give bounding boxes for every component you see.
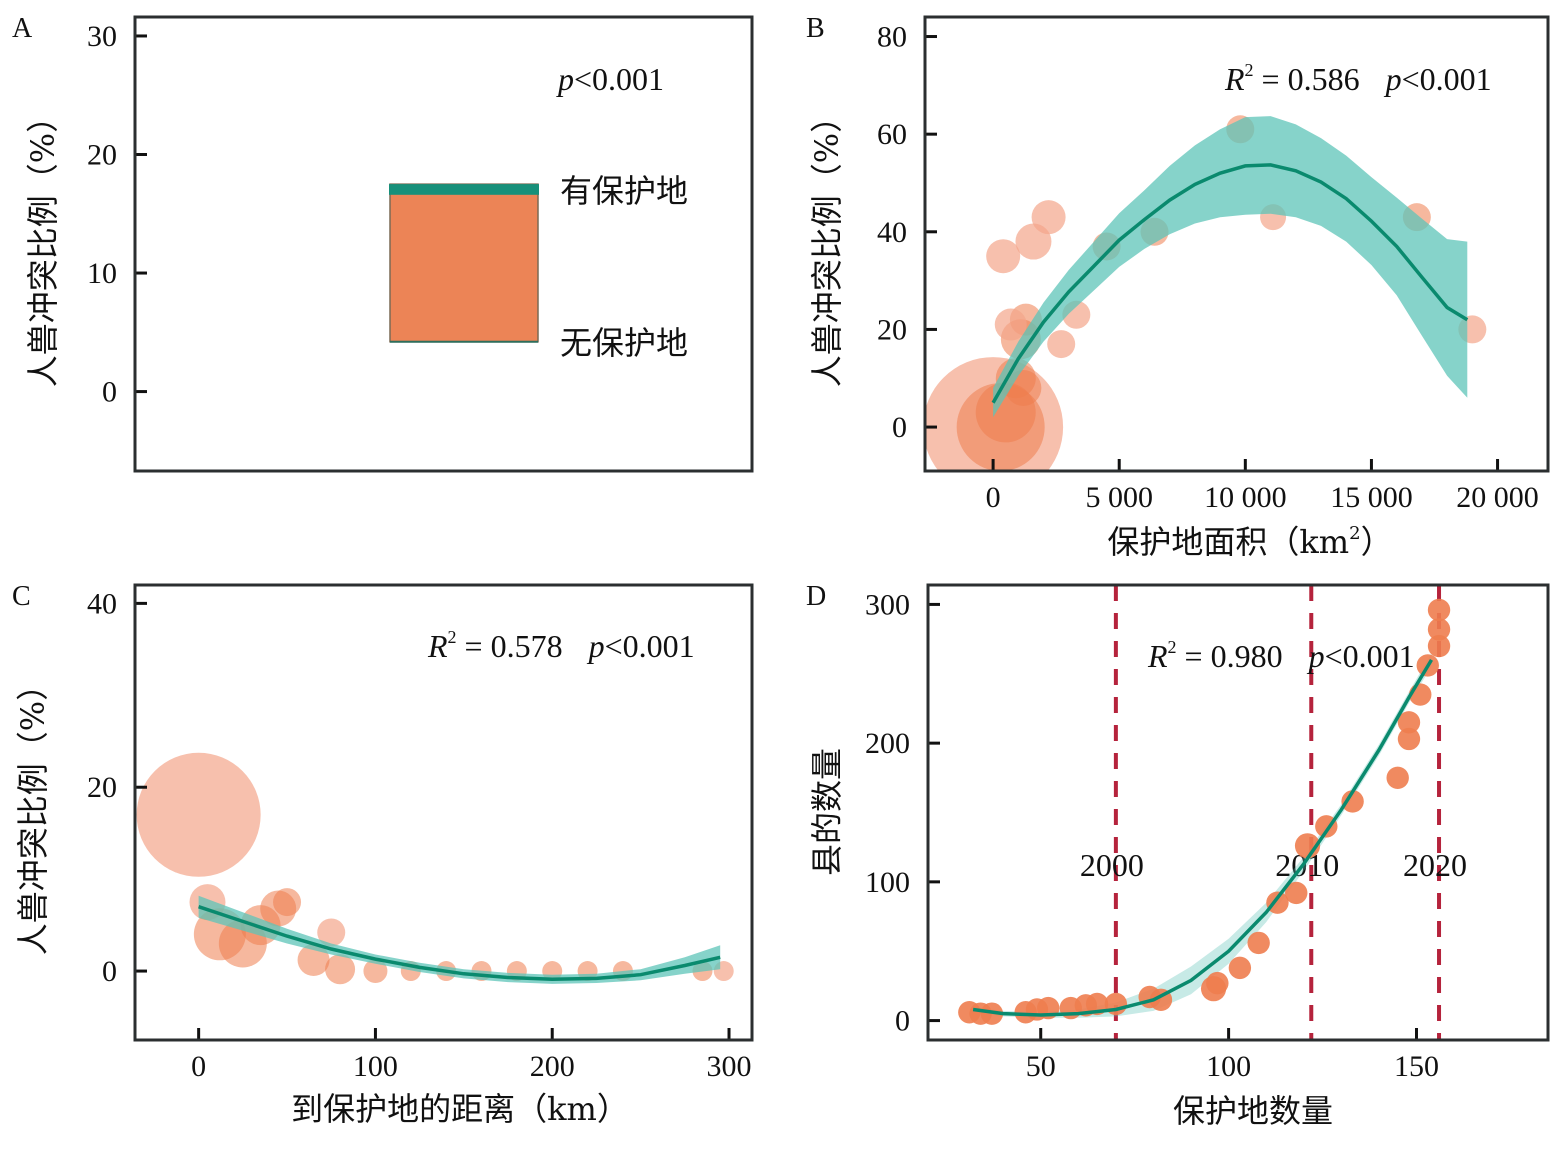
x-axis-label-d: 保护地数量 <box>1173 1092 1333 1130</box>
confidence-band-D <box>973 653 1432 1018</box>
data-point <box>1341 790 1364 813</box>
bar-protected-cap <box>389 184 539 195</box>
x-tick-label-b: 15 000 <box>1330 481 1413 514</box>
x-tick-label-c: 300 <box>707 1050 752 1083</box>
x-tick-label-d: 50 <box>1026 1050 1056 1083</box>
data-point <box>1427 598 1451 622</box>
panel-label-b: B <box>806 13 825 44</box>
y-tick-label-b: 80 <box>877 21 907 54</box>
data-point <box>994 308 1027 341</box>
y-axis-label-b: 人兽冲突比例（%） <box>808 101 846 387</box>
y-tick-label-d: 200 <box>865 727 910 760</box>
stat-annotation-a: p<0.001 <box>556 61 664 97</box>
data-point <box>1031 200 1066 235</box>
bar-label-unprotected: 无保护地 <box>560 324 688 362</box>
data-point <box>1247 931 1270 955</box>
y-tick-label-b: 20 <box>877 313 907 346</box>
y-tick-label-a: 0 <box>102 376 117 409</box>
plot-frame-c <box>133 583 754 1042</box>
data-point <box>1386 766 1409 790</box>
y-axis-label-c: 人兽冲突比例（%） <box>14 669 52 955</box>
panel-label-a: A <box>12 13 33 44</box>
x-tick-label-c: 200 <box>530 1050 575 1083</box>
panel-label-d: D <box>806 581 826 612</box>
fit-line-d <box>972 658 1434 1017</box>
panel-c: C 0 20 40 0 100 200 300 R2 = 0.578 p<0.001 人兽冲突… <box>12 581 754 1128</box>
x-tick-label-b: 0 <box>986 481 1001 514</box>
plot-frame-d <box>926 583 1550 1042</box>
x-tick-label-c: 0 <box>191 1050 206 1083</box>
x-tick-label-c: 100 <box>353 1050 398 1083</box>
data-point <box>1228 956 1252 980</box>
x-tick-label-b: 5 000 <box>1085 481 1153 514</box>
y-axis-label-a: 人兽冲突比例（%） <box>24 101 62 387</box>
data-point <box>317 918 346 947</box>
fit-line-b <box>991 163 1469 404</box>
fit-line-c <box>198 905 721 982</box>
x-tick-label-d: 100 <box>1206 1050 1251 1083</box>
y-tick-label-b: 0 <box>892 411 907 444</box>
x-axis-label-c: 到保护地的距离（km） <box>291 1090 629 1128</box>
panel-a: A 0 10 20 30 p<0.001 有保护地 无保护地 人兽冲突比例（%） <box>12 13 754 473</box>
bar-group <box>389 183 539 343</box>
y-tick-label-b: 60 <box>877 118 907 151</box>
x-tick-label-d: 150 <box>1394 1050 1439 1083</box>
data-point <box>1266 891 1289 914</box>
x-axis-label-b: 保护地面积（km2） <box>1107 523 1392 561</box>
data-point <box>1427 634 1451 658</box>
stat-annotation-c: R2 = 0.578 p<0.001 <box>427 627 695 664</box>
panel-b: B 0 20 40 60 80 0 5 000 10 000 15 000 20 000 R2 =… <box>806 13 1550 561</box>
data-point <box>1397 727 1421 751</box>
x-tick-label-b: 10 000 <box>1204 481 1287 514</box>
y-tick-label-a: 30 <box>87 20 117 53</box>
year-label: 2020 <box>1403 847 1467 883</box>
plot-frame-a <box>133 15 754 473</box>
data-point <box>363 959 388 984</box>
stat-annotation-b: R2 = 0.586 p<0.001 <box>1224 60 1492 97</box>
bar-unprotected <box>389 183 539 343</box>
x-tick-label-b: 20 000 <box>1456 481 1539 514</box>
y-tick-label-b: 40 <box>877 216 907 249</box>
y-tick-label-d: 300 <box>865 588 910 621</box>
y-tick-label-c: 20 <box>87 771 117 804</box>
data-point <box>1047 330 1076 359</box>
plot-frame-b <box>923 15 1550 473</box>
data-point <box>273 888 302 917</box>
panel-label-c: C <box>12 581 31 612</box>
stat-annotation-d: R2 = 0.980 p<0.001 <box>1147 637 1415 674</box>
data-point <box>986 239 1021 274</box>
data-point <box>1206 971 1229 995</box>
y-tick-label-c: 40 <box>87 587 117 620</box>
y-tick-label-d: 100 <box>865 866 910 899</box>
data-point <box>1397 711 1421 734</box>
year-label: 2000 <box>1080 847 1144 883</box>
data-point <box>1427 618 1451 641</box>
data-point <box>1285 881 1308 905</box>
y-tick-label-a: 20 <box>87 139 117 172</box>
confidence-band-B <box>993 116 1468 418</box>
y-tick-label-a: 10 <box>87 257 117 290</box>
data-point <box>136 752 261 877</box>
bar-label-protected: 有保护地 <box>560 172 688 210</box>
data-point <box>325 954 356 985</box>
y-tick-label-d: 0 <box>895 1005 910 1038</box>
y-tick-label-c: 0 <box>102 955 117 988</box>
y-axis-label-d: 县的数量 <box>808 748 846 876</box>
